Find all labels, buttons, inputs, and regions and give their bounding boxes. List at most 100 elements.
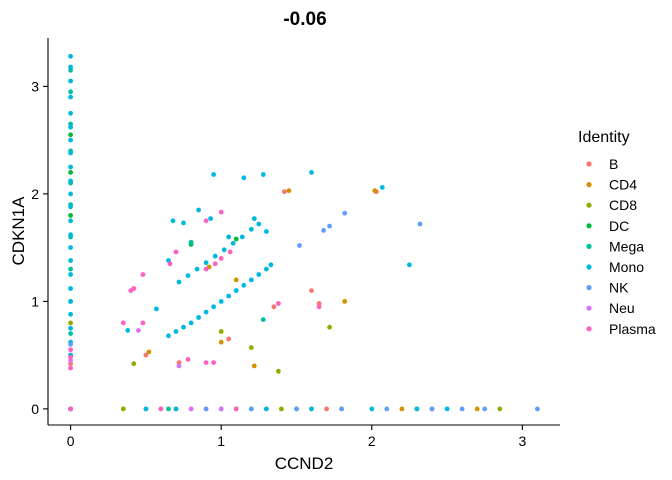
y-tick-label-2: 2 <box>31 186 39 202</box>
legend-label-nk: NK <box>609 280 629 296</box>
point-nk-13 <box>459 406 465 412</box>
y-tick-label-3: 3 <box>31 78 39 94</box>
point-cd8-2 <box>131 361 137 367</box>
point-mono-56 <box>260 172 266 177</box>
point-nk-6 <box>417 221 423 227</box>
point-cd8-4 <box>218 329 224 334</box>
point-mono-51 <box>208 216 214 222</box>
point-mono-37 <box>203 260 209 266</box>
point-mega-12 <box>260 317 266 322</box>
point-mono-54 <box>248 226 254 232</box>
point-plasma-23 <box>233 406 239 412</box>
point-nk-11 <box>384 406 390 412</box>
point-nk-10 <box>339 406 344 412</box>
point-mega-13 <box>166 406 171 412</box>
point-plasma-3 <box>68 347 73 353</box>
point-cd4-8 <box>286 188 292 194</box>
point-mono-69 <box>264 406 269 412</box>
y-axis-title: CDKN1A <box>9 196 28 266</box>
point-mono-24 <box>166 333 171 339</box>
point-mono-55 <box>256 221 262 227</box>
point-neu-3 <box>176 363 182 369</box>
legend-label-mega: Mega <box>609 238 644 254</box>
point-cd4-14 <box>474 406 480 412</box>
point-nk-8 <box>248 406 254 412</box>
point-mono-8 <box>68 150 73 156</box>
x-tick-label-2: 2 <box>368 433 376 449</box>
point-mono-63 <box>264 229 269 234</box>
data-points <box>68 53 540 412</box>
point-plasma-22 <box>158 406 164 412</box>
point-mono-2 <box>68 64 73 70</box>
legend-label-b: B <box>609 156 618 172</box>
point-cd8-6 <box>276 368 281 374</box>
legend-key-plasma <box>586 326 592 332</box>
point-mono-42 <box>233 288 239 293</box>
point-mono-53 <box>241 175 247 181</box>
point-mono-71 <box>369 406 375 412</box>
point-mono-20 <box>68 311 73 317</box>
point-mono-49 <box>181 220 186 226</box>
y-tick-label-0: 0 <box>31 401 39 417</box>
point-mega-2 <box>68 89 73 95</box>
point-mono-57 <box>309 170 314 175</box>
point-mono-45 <box>256 272 262 277</box>
point-nk-1 <box>68 342 73 347</box>
x-axis-title: CCND2 <box>275 454 334 473</box>
point-plasma-15 <box>227 249 233 255</box>
point-b-5 <box>271 304 277 310</box>
point-mono-43 <box>241 282 247 288</box>
point-plasma-8 <box>131 286 137 291</box>
point-dc-5 <box>233 236 239 242</box>
point-nk-7 <box>203 406 209 412</box>
point-plasma-0 <box>68 406 73 412</box>
legend-key-cd4 <box>586 182 592 188</box>
point-cd8-7 <box>327 324 332 330</box>
legend-title: Identity <box>578 129 630 146</box>
point-plasma-6 <box>140 272 146 277</box>
point-mono-26 <box>181 324 186 330</box>
point-plasma-4 <box>120 320 126 326</box>
point-mono-61 <box>154 306 159 312</box>
point-plasma-5 <box>140 320 146 326</box>
ticks: 0 1 2 3 0 1 2 3 <box>31 78 526 449</box>
point-cd4-9 <box>372 188 378 194</box>
legend-label-cd4: CD4 <box>609 177 637 193</box>
point-dc-3 <box>68 213 73 218</box>
point-mono-15 <box>68 245 73 251</box>
point-plasma-21 <box>316 304 322 310</box>
point-mega-1 <box>68 67 73 73</box>
point-cd8-15 <box>497 406 503 412</box>
point-mono-39 <box>221 247 227 253</box>
legend-key-mono <box>586 264 592 270</box>
point-nk-12 <box>429 406 435 412</box>
point-b-7 <box>309 288 314 293</box>
y-tick-label-1: 1 <box>31 293 39 309</box>
point-mono-59 <box>407 262 412 268</box>
point-cd4-7 <box>342 299 348 304</box>
point-neu-4 <box>188 406 194 412</box>
point-mono-36 <box>194 266 200 272</box>
point-mega-10 <box>68 331 73 336</box>
point-plasma-14 <box>218 256 224 261</box>
point-plasma-2 <box>68 354 73 360</box>
point-mega-11 <box>188 239 194 245</box>
legend-items: B CD4 CD8 DC Mega Mono NK Neu Plasma <box>586 156 656 337</box>
x-tick-label-1: 1 <box>217 433 225 449</box>
point-b-8 <box>316 301 322 306</box>
point-plasma-9 <box>167 261 173 267</box>
point-cd8-8 <box>120 406 126 412</box>
point-mono-16 <box>68 258 73 263</box>
point-cd4-5 <box>233 277 239 283</box>
point-plasma-11 <box>185 357 191 362</box>
point-mono-6 <box>68 124 73 130</box>
point-mono-70 <box>309 406 314 412</box>
point-plasma-20 <box>276 301 281 306</box>
point-mono-47 <box>268 262 274 268</box>
point-mono-19 <box>68 299 73 304</box>
point-b-12 <box>324 406 329 412</box>
point-cd8-1 <box>68 320 73 326</box>
point-cd4-4 <box>218 339 224 345</box>
point-cd8-5 <box>248 345 254 350</box>
point-mono-73 <box>444 406 450 412</box>
